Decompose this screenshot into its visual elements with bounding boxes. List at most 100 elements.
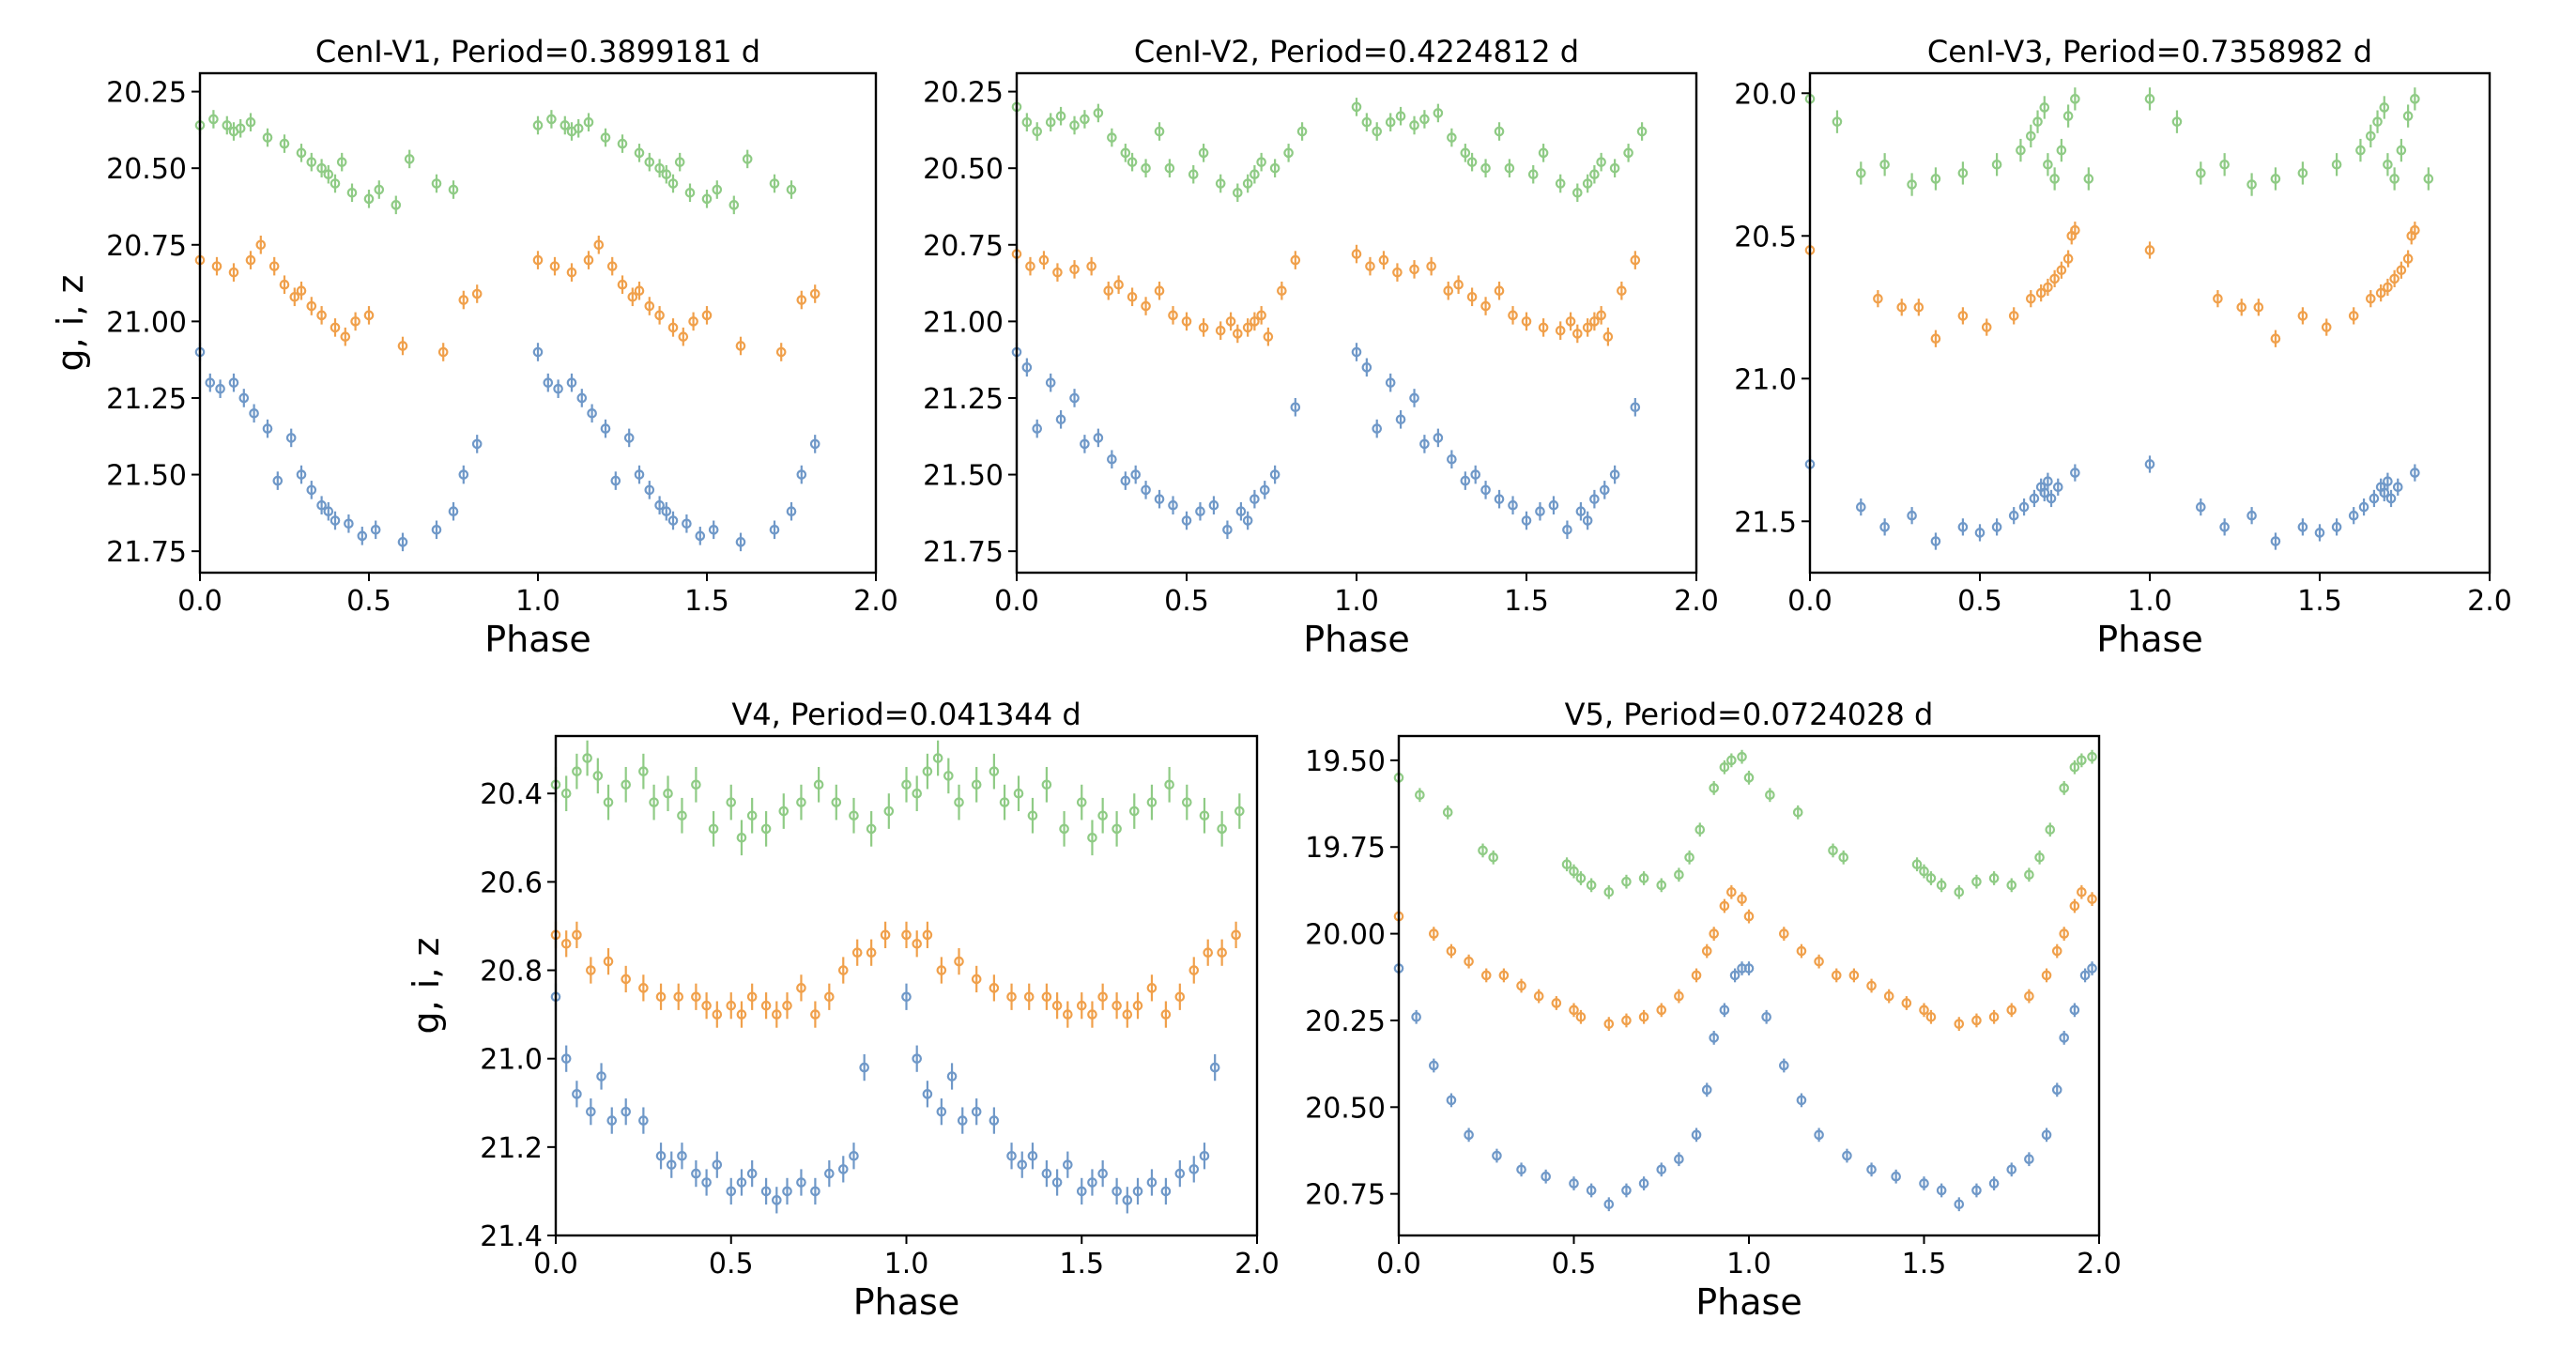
data-point <box>323 506 334 517</box>
data-point <box>370 525 381 535</box>
data-point <box>677 810 687 821</box>
data-point <box>279 279 290 290</box>
data-point <box>2024 990 2034 1002</box>
data-point <box>644 484 655 496</box>
data-point <box>746 991 758 1003</box>
data-point <box>1936 1185 1947 1196</box>
panel-title: V4, Period=0.041344 d <box>731 697 1081 732</box>
data-point <box>1174 1168 1186 1179</box>
data-point <box>448 506 459 517</box>
data-point <box>549 261 560 271</box>
data-point <box>2079 970 2091 981</box>
data-point <box>1250 494 1260 504</box>
y-tick-label: 21.50 <box>923 460 1004 493</box>
data-point <box>1617 285 1627 297</box>
data-point <box>1051 1000 1063 1011</box>
data-point <box>728 200 740 210</box>
data-point <box>1656 1164 1667 1175</box>
data-point <box>2246 510 2257 521</box>
data-point <box>621 1106 631 1117</box>
data-point <box>1636 126 1648 137</box>
data-point <box>649 797 659 807</box>
data-point <box>272 475 284 486</box>
data-point <box>1480 162 1491 174</box>
data-point <box>1250 169 1260 180</box>
data-point <box>344 518 354 529</box>
data-point <box>2369 493 2380 504</box>
data-point <box>617 138 628 149</box>
data-point <box>971 1106 982 1117</box>
data-point <box>576 392 588 404</box>
y-tick-label: 21.75 <box>106 536 187 569</box>
data-point <box>2375 287 2386 299</box>
data-point <box>2029 493 2040 504</box>
data-point <box>268 261 280 271</box>
data-point <box>1719 900 1730 912</box>
data-point <box>603 956 614 967</box>
data-point <box>661 169 672 180</box>
data-point <box>1027 1150 1038 1161</box>
x-tick-label: 2.0 <box>853 585 898 618</box>
data-point <box>1409 120 1419 130</box>
data-point <box>2026 293 2036 304</box>
x-tick-label: 2.0 <box>1674 585 1719 618</box>
data-point <box>1709 928 1719 939</box>
data-point <box>1478 845 1488 856</box>
data-point <box>2087 751 2097 762</box>
data-point <box>688 316 698 327</box>
data-point <box>296 147 307 159</box>
data-point <box>989 983 1000 993</box>
data-point <box>673 991 684 1003</box>
data-point <box>946 1071 958 1082</box>
data-point <box>1527 169 1539 180</box>
data-point <box>228 267 239 278</box>
data-point <box>1296 126 1308 137</box>
data-point <box>859 1062 869 1073</box>
data-point <box>1351 249 1362 259</box>
data-point <box>1446 945 1457 957</box>
data-point <box>736 1009 747 1020</box>
data-point <box>1548 499 1559 511</box>
data-point <box>1217 947 1227 958</box>
data-point <box>1013 788 1024 799</box>
data-point <box>1936 880 1947 891</box>
data-point <box>849 810 859 821</box>
data-point <box>2077 886 2087 897</box>
data-point <box>989 766 1000 776</box>
data-point <box>691 1168 701 1179</box>
data-point <box>644 300 655 312</box>
data-point <box>603 797 614 807</box>
data-point <box>1623 147 1633 159</box>
data-point <box>677 1150 687 1161</box>
data-point <box>587 407 597 419</box>
data-point <box>1779 1060 1789 1071</box>
data-point <box>837 1164 849 1174</box>
data-point <box>593 239 605 251</box>
data-point <box>1638 873 1649 883</box>
data-point <box>667 322 679 333</box>
data-point <box>1562 525 1572 535</box>
data-point <box>1199 1150 1210 1161</box>
data-point <box>936 965 947 975</box>
x-tick-label: 2.0 <box>2467 585 2512 618</box>
data-point <box>1203 947 1214 958</box>
data-point <box>1113 279 1124 290</box>
data-point <box>1209 1062 1220 1073</box>
data-point <box>2366 130 2376 142</box>
data-point <box>2410 468 2420 478</box>
series-i <box>194 235 820 361</box>
data-point <box>1154 126 1165 137</box>
data-point <box>553 383 563 394</box>
data-point <box>1521 316 1532 327</box>
data-point <box>1059 823 1069 835</box>
x-axis-label: Phase <box>1303 619 1409 660</box>
data-point <box>922 929 933 941</box>
data-point <box>769 178 780 189</box>
data-point <box>2070 468 2080 478</box>
data-point <box>2396 265 2407 276</box>
x-tick-label: 0.0 <box>994 585 1039 618</box>
data-point <box>1492 1150 1502 1161</box>
data-point <box>837 965 849 975</box>
data-point <box>262 132 273 143</box>
data-point <box>306 157 317 167</box>
